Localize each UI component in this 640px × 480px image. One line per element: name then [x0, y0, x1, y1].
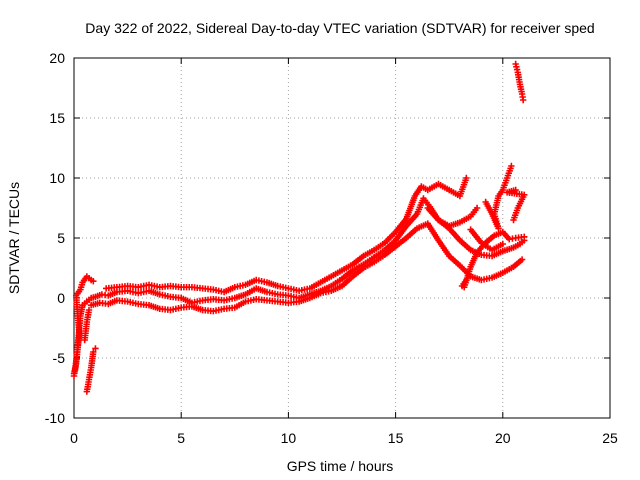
- x-tick-label: 5: [177, 430, 185, 446]
- data-point: [518, 256, 526, 263]
- data-point: [90, 278, 97, 285]
- x-axis-label: GPS time / hours: [287, 458, 394, 474]
- data-point: [499, 240, 506, 248]
- tick-labels: 0 5 10 15 20 25 -10 -5 0 5 10 15 20: [45, 50, 618, 446]
- data-point: [519, 96, 527, 104]
- y-tick-label: 5: [57, 230, 65, 246]
- data-point: [512, 186, 519, 194]
- chart-title: Day 322 of 2022, Sidereal Day-to-day VTE…: [85, 20, 594, 36]
- x-tick-label: 10: [281, 430, 297, 446]
- series-upper-band: [102, 174, 470, 296]
- series-late-outliers: [512, 60, 527, 104]
- y-tick-label: -5: [53, 350, 66, 366]
- x-tick-label: 25: [602, 430, 618, 446]
- data-point: [92, 345, 99, 352]
- data-point: [508, 162, 515, 170]
- series-early-spikes: [70, 273, 99, 395]
- data-point: [521, 233, 528, 240]
- x-tick-label: 15: [388, 430, 404, 446]
- y-tick-label: 10: [49, 170, 65, 186]
- data-point: [463, 174, 470, 182]
- x-tick-label: 20: [495, 430, 511, 446]
- series-right-branches: [424, 162, 528, 291]
- y-tick-label: -10: [45, 410, 65, 426]
- data-point: [90, 348, 97, 356]
- data-points: [70, 60, 528, 395]
- series-lower-band: [87, 220, 526, 315]
- y-axis-label: SDTVAR / TECUs: [6, 182, 22, 294]
- y-tick-label: 15: [49, 110, 65, 126]
- data-point: [85, 306, 93, 314]
- x-tick-label: 0: [70, 430, 78, 446]
- y-tick-label: 0: [57, 290, 65, 306]
- data-point: [473, 204, 481, 212]
- y-tick-label: 20: [49, 50, 65, 66]
- axes: [73, 57, 611, 419]
